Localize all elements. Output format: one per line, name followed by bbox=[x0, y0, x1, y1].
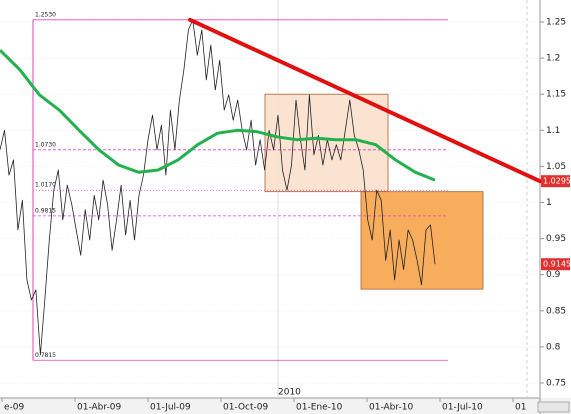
x-tick-label: 01-Abr-10 bbox=[369, 403, 413, 413]
y-tick-label: 1.15 bbox=[546, 90, 566, 100]
y-tick-label: 1.1 bbox=[546, 126, 560, 136]
level-label: 1.0730 bbox=[35, 141, 56, 148]
period-label: 2010 bbox=[278, 388, 301, 398]
x-tick-label: 01 bbox=[515, 403, 526, 413]
level-label: 0.9815 bbox=[35, 207, 56, 214]
scroll-bar[interactable] bbox=[537, 401, 570, 413]
y-tick-label: 0.85 bbox=[546, 306, 566, 316]
value-marker bbox=[541, 175, 570, 188]
value-marker-label: 1.0295 bbox=[543, 177, 571, 186]
y-tick-label: 1.2 bbox=[546, 54, 560, 64]
level-label: 1.0170 bbox=[35, 182, 56, 189]
y-tick-label: 1.25 bbox=[546, 18, 566, 28]
zone bbox=[360, 191, 484, 290]
value-marker-label: 0.9145 bbox=[543, 260, 571, 269]
x-tick-label: 01-Oct-09 bbox=[223, 403, 268, 413]
value-marker bbox=[541, 258, 570, 271]
moving-average-line bbox=[0, 49, 436, 182]
scroll-controls[interactable] bbox=[537, 401, 570, 413]
x-tick-label: 01-Jul-10 bbox=[442, 403, 483, 413]
price-line bbox=[0, 19, 436, 356]
x-axis-strip bbox=[0, 398, 571, 414]
y-tick-label: 1 bbox=[546, 198, 552, 208]
level-label: 1.2530 bbox=[35, 11, 56, 18]
y-tick-label: 0.75 bbox=[546, 379, 566, 389]
y-tick-label: 1.05 bbox=[546, 162, 566, 172]
x-tick-label: e-09 bbox=[4, 403, 25, 413]
y-tick-label: 0.8 bbox=[546, 342, 561, 352]
y-tick-label: 0.9 bbox=[546, 270, 561, 280]
level-label: 0.7815 bbox=[35, 352, 56, 359]
x-tick-label: 01-Jul-09 bbox=[150, 403, 191, 413]
x-tick-label: 01-Ene-10 bbox=[296, 403, 343, 413]
trendline bbox=[188, 17, 542, 184]
y-tick-label: 0.95 bbox=[546, 234, 566, 244]
x-tick-label: 01-Abr-09 bbox=[77, 403, 121, 413]
